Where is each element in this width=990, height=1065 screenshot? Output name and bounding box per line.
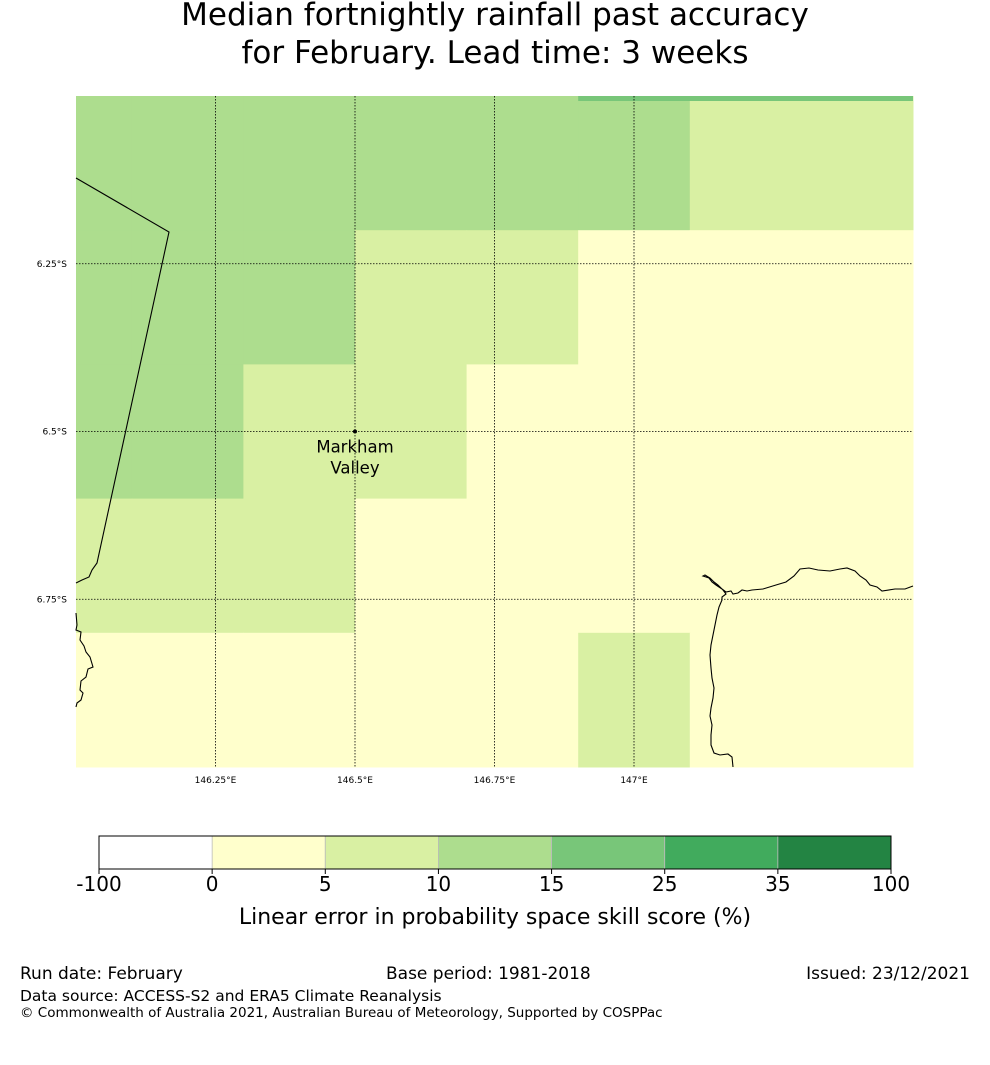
skill-cell — [801, 498, 914, 634]
axis-ticks: 146.25°E 146.5°E 146.75°E 147°E 6.25°S 6.5°S 6… — [37, 260, 648, 786]
skill-cell — [578, 498, 691, 634]
colorbar-tick-label: 10 — [426, 872, 451, 896]
lon-tick-label: 146.5°E — [337, 776, 373, 786]
colorbar-tick-label: 5 — [319, 872, 332, 896]
coastline-west — [75, 612, 94, 708]
skill-cell — [243, 230, 356, 365]
skill-cell — [801, 632, 914, 768]
place-label-line-1: Markham — [316, 438, 393, 457]
colorbar-segment — [99, 836, 213, 869]
skill-cell — [689, 632, 802, 768]
skill-cell — [76, 230, 133, 365]
lat-tick-label: 6.5°S — [42, 428, 67, 438]
skill-cell — [355, 632, 468, 768]
chart-title: Median fortnightly rainfall past accurac… — [0, 0, 990, 72]
colorbar-tick-label: 0 — [206, 872, 219, 896]
skill-cell — [131, 230, 244, 365]
colorbar-segments — [99, 835, 892, 870]
skill-cell — [355, 96, 468, 231]
colorbar-tick-label: 25 — [652, 872, 677, 896]
skill-cell — [466, 632, 579, 768]
skill-cell — [689, 498, 802, 634]
boundary-line — [75, 177, 170, 584]
map: Markham Valley 146.25°E 146.5°E 146.75°E 14… — [37, 96, 914, 786]
base-period: Base period: 1981-2018 — [386, 964, 591, 984]
skill-cell — [466, 96, 579, 231]
colorbar-tick-label: 15 — [539, 872, 564, 896]
data-source: Data source: ACCESS-S2 and ERA5 Climate … — [20, 987, 442, 1005]
colorbar-segment — [777, 835, 892, 870]
skill-cell — [131, 632, 244, 768]
lon-tick-label: 147°E — [620, 776, 648, 786]
skill-cell — [689, 96, 802, 231]
coastline — [75, 177, 914, 768]
skill-cell — [131, 96, 244, 231]
skill-cell — [131, 498, 244, 634]
run-date: Run date: February — [20, 964, 183, 984]
copyright: © Commonwealth of Australia 2021, Austra… — [20, 1005, 663, 1021]
colorbar-tick-label: 100 — [872, 872, 910, 896]
lat-tick-label: 6.75°S — [37, 595, 68, 605]
title-line-2: for February. Lead time: 3 weeks — [241, 35, 749, 71]
skill-cell — [801, 230, 914, 365]
skill-cell — [355, 364, 468, 500]
colorbar-segment — [438, 835, 552, 870]
issued-date: Issued: 23/12/2021 — [806, 964, 970, 984]
lon-tick-label: 146.25°E — [195, 776, 237, 786]
skill-cell — [243, 96, 356, 231]
skill-cell — [355, 498, 468, 634]
skill-cell — [243, 632, 356, 768]
graticule — [76, 96, 913, 767]
skill-cell — [76, 632, 133, 768]
colorbar-tick-label: -100 — [76, 872, 121, 896]
colorbar-tick-label: 35 — [765, 872, 790, 896]
skill-cell — [689, 230, 802, 365]
skill-cell — [466, 364, 579, 500]
skill-cell — [578, 96, 913, 101]
colorbar-segment — [551, 835, 666, 870]
skill-cell — [76, 498, 133, 634]
skill-cell — [76, 96, 133, 231]
place-label-line-2: Valley — [330, 459, 379, 478]
colorbar-segment — [324, 835, 439, 870]
title-line-1: Median fortnightly rainfall past accurac… — [181, 0, 809, 33]
skill-cell — [466, 498, 579, 634]
colorbar-label: Linear error in probability space skill … — [239, 905, 751, 930]
colorbar-segment — [664, 835, 779, 870]
skill-cell — [466, 230, 579, 365]
colorbar-frame — [98, 835, 892, 870]
skill-cell — [801, 96, 914, 231]
lat-tick-label: 6.25°S — [37, 260, 68, 270]
lon-tick-label: 146.75°E — [474, 776, 516, 786]
colorbar-tick-labels: -100 0 5 10 15 25 35 100 — [76, 869, 910, 896]
coastline-east — [701, 567, 914, 768]
colorbar-segment — [211, 835, 326, 870]
skill-cell — [355, 230, 468, 365]
skill-cell — [243, 498, 356, 634]
place-marker — [353, 429, 357, 434]
